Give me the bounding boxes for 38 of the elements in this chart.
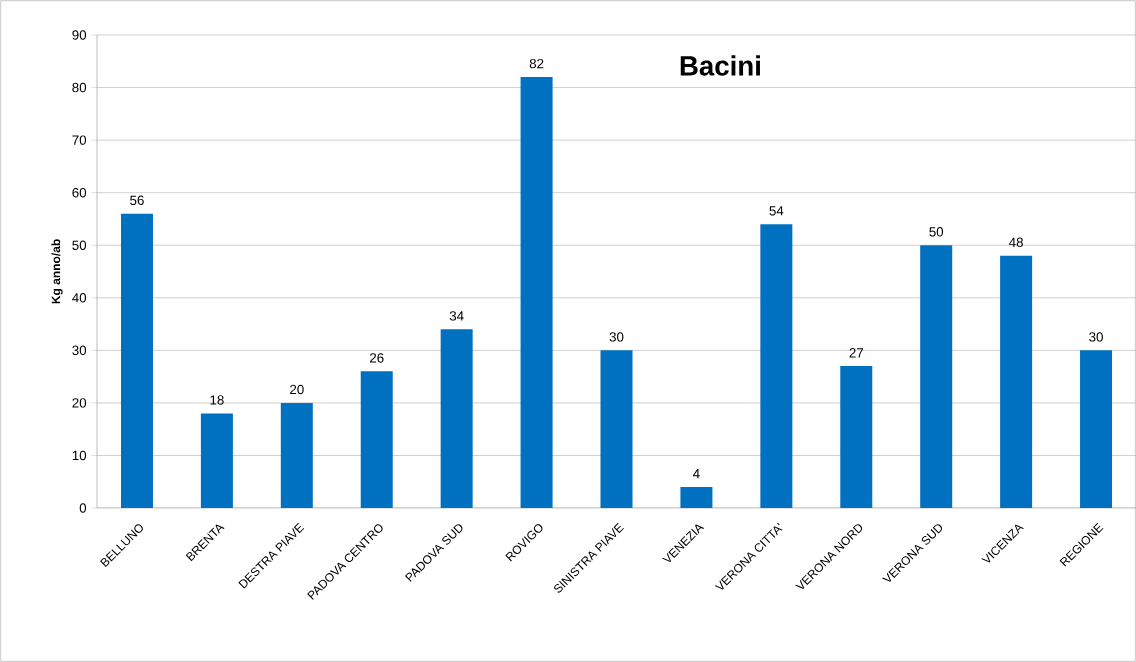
bar (680, 486, 713, 508)
bar (600, 350, 633, 508)
bar (280, 402, 313, 508)
text: Bacini (680, 55, 760, 76)
y-axis-title: Kg anno/ab (51, 239, 63, 304)
bar (520, 77, 553, 508)
bar (1000, 255, 1033, 508)
y-tick-label: 40 (72, 293, 87, 303)
data-label: 27 (849, 348, 864, 358)
bar (920, 245, 953, 508)
data-label: 20 (290, 384, 304, 395)
bar (120, 213, 153, 508)
data-label: 4 (693, 469, 700, 479)
data-label: 56 (130, 195, 144, 205)
bar (440, 329, 473, 508)
data-label: 48 (1009, 237, 1023, 248)
bar (1080, 350, 1113, 508)
data-label: 26 (369, 353, 384, 363)
y-tick-label: 0 (79, 503, 87, 513)
y-tick-label: 50 (72, 240, 87, 250)
data-label: 82 (529, 58, 544, 69)
data-label: 30 (609, 332, 624, 342)
bar (360, 371, 393, 508)
y-tick-label: 90 (72, 30, 87, 40)
bar (840, 366, 873, 508)
data-label: 50 (929, 227, 944, 237)
y-tick-label: 80 (72, 82, 87, 93)
bar (200, 413, 233, 508)
data-label: 18 (210, 395, 224, 405)
bar (760, 224, 793, 508)
y-tick-label: 30 (72, 345, 87, 356)
y-tick-label: 10 (72, 450, 87, 461)
data-label: 54 (769, 206, 784, 216)
data-label: 34 (449, 311, 464, 321)
y-tick-label: 60 (72, 187, 87, 198)
data-label: 30 (1089, 332, 1103, 342)
y-tick-label: 70 (72, 135, 87, 145)
y-tick-label: 20 (72, 398, 87, 408)
